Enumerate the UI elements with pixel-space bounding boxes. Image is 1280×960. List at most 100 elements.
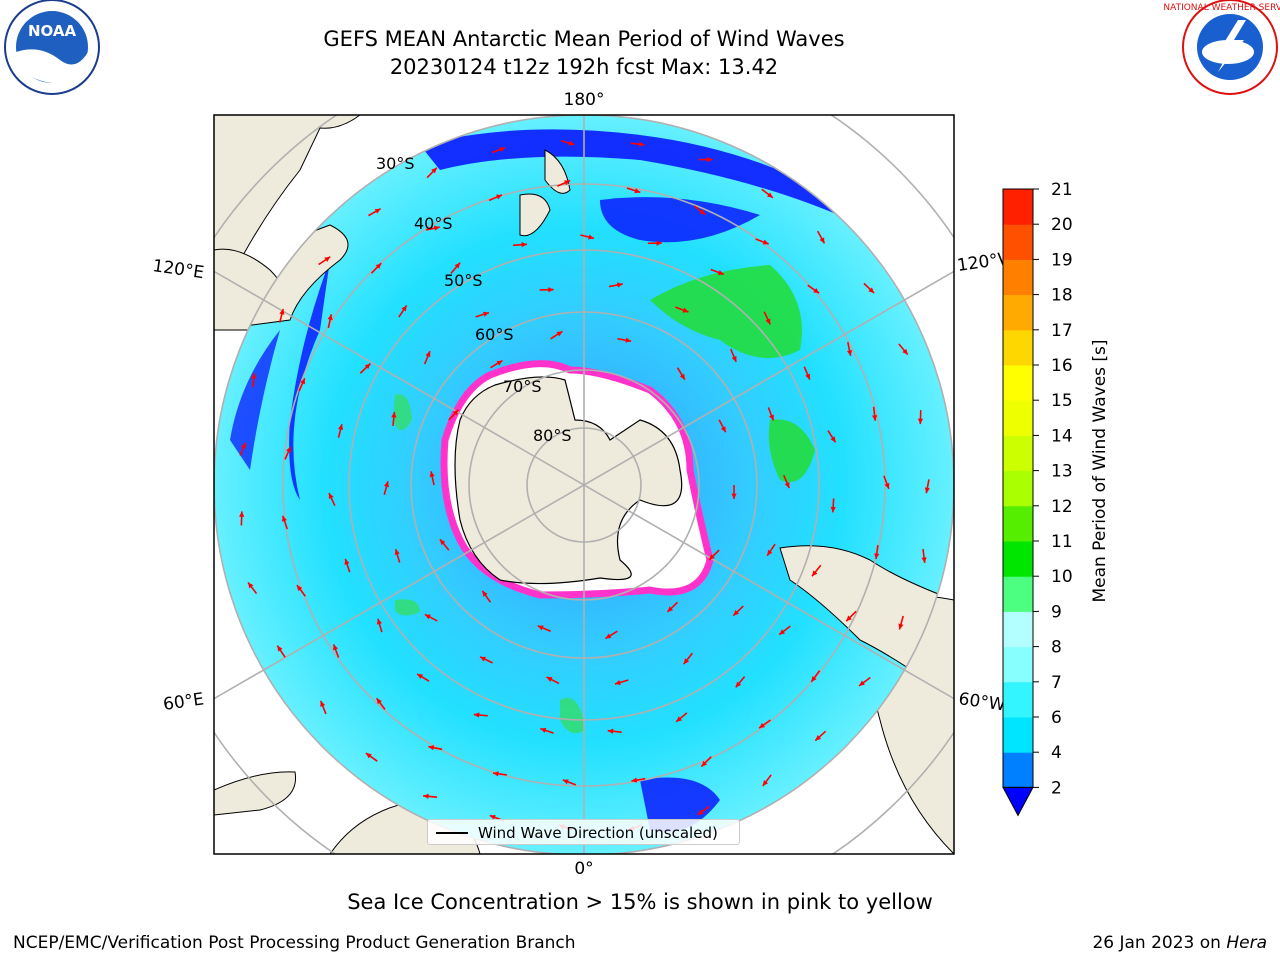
nws-logo-text: NATIONAL WEATHER SERVICE bbox=[1163, 3, 1280, 13]
wave-arrow-head bbox=[884, 482, 890, 489]
wave-arrow-head bbox=[805, 373, 811, 380]
credit-branch: NCEP/EMC/Verification Post Processing Pr… bbox=[13, 933, 576, 953]
wave-arrow-head bbox=[492, 771, 499, 777]
wave-arrow-head bbox=[779, 629, 786, 635]
wave-arrow-head bbox=[656, 240, 662, 246]
colorbar-tick-label: 6 bbox=[1051, 708, 1062, 728]
wave-arrow-head bbox=[625, 337, 632, 343]
wave-arrow-head bbox=[699, 209, 706, 215]
wave-arrow-head bbox=[241, 442, 246, 449]
wave-arrow-head bbox=[902, 348, 908, 355]
wave-arrow-head bbox=[564, 180, 571, 186]
graticule bbox=[214, 115, 954, 854]
colorbar-segment bbox=[1003, 435, 1033, 472]
nws-logo: NATIONAL WEATHER SERVICE bbox=[1163, 0, 1280, 95]
wave-arrow-head bbox=[720, 426, 726, 433]
wave-arrow-head bbox=[521, 242, 527, 248]
wave-arrow-head bbox=[767, 192, 773, 198]
wave-arrow-head bbox=[429, 471, 435, 478]
wave-arrow-head bbox=[812, 570, 818, 577]
lon-label-top: 180° bbox=[564, 90, 605, 110]
map-legend: Wind Wave Direction (unscaled) bbox=[427, 819, 740, 845]
lat-label-60s: 60°S bbox=[475, 325, 514, 344]
wave-arrow-head bbox=[701, 760, 708, 767]
wave-arrow-head bbox=[614, 679, 621, 685]
chart-subtitle: 20230124 t12z 192h fcst Max: 13.42 bbox=[389, 55, 779, 79]
chart-title: GEFS MEAN Antarctic Mean Period of Wind … bbox=[323, 27, 845, 51]
colorbar-tick-label: 19 bbox=[1051, 250, 1073, 270]
wave-arrow-head bbox=[634, 188, 641, 194]
wave-arrow-head bbox=[588, 234, 594, 240]
lon-label-upper-left: 120°E bbox=[151, 256, 205, 283]
wave-arrow-head bbox=[769, 414, 774, 421]
legend-line-swatch bbox=[436, 832, 468, 834]
wave-arrow-head bbox=[679, 373, 685, 380]
wave-arrow-head bbox=[277, 645, 283, 652]
credit-date: 26 Jan 2023 on Hera bbox=[1092, 933, 1267, 953]
wave-arrow-head bbox=[811, 675, 817, 682]
wave-arrow-head bbox=[667, 606, 674, 612]
wave-arrow-head bbox=[365, 753, 372, 759]
wave-arrow-head bbox=[556, 331, 563, 337]
wave-arrow-head bbox=[364, 363, 371, 370]
wave-arrow-head bbox=[279, 308, 285, 315]
wave-arrow-head bbox=[759, 722, 766, 729]
wave-arrow-head bbox=[607, 728, 614, 734]
credit-host: Hera bbox=[1226, 933, 1267, 953]
wave-arrow-head bbox=[735, 681, 742, 688]
wave-arrow-head bbox=[428, 745, 435, 751]
colorbar-segment bbox=[1003, 224, 1033, 260]
wave-arrow-head bbox=[924, 487, 930, 494]
wave-arrow-head bbox=[417, 673, 424, 680]
wave-arrow-head bbox=[631, 777, 638, 783]
wave-arrow-head bbox=[765, 318, 771, 325]
wave-arrow-head bbox=[328, 493, 334, 500]
colorbar-extend bbox=[1002, 786, 1034, 817]
colorbar: 2 4 6 7 8 9 10 11 12 13 14 15 16 17 18 19 20 21 bbox=[1002, 180, 1073, 817]
wave-arrow-head bbox=[482, 590, 488, 597]
wave-arrow-head bbox=[846, 615, 852, 622]
wave-arrow-head bbox=[616, 282, 623, 288]
wave-arrow-head bbox=[562, 779, 569, 785]
wave-arrow-head bbox=[489, 814, 496, 820]
wave-arrow-head bbox=[296, 585, 303, 592]
wave-arrow-head bbox=[324, 256, 331, 262]
wave-arrow-head bbox=[239, 511, 245, 517]
wave-arrow-head bbox=[762, 239, 769, 245]
wave-arrow-head bbox=[376, 698, 382, 705]
wave-arrow-head bbox=[815, 735, 822, 741]
colorbar-tick-label: 11 bbox=[1051, 532, 1073, 552]
wave-arrow-head bbox=[819, 237, 825, 244]
lon-label-bottom: 0° bbox=[574, 859, 593, 879]
colorbar-segment bbox=[1003, 294, 1033, 331]
lat-label-30s: 30°S bbox=[376, 154, 415, 173]
wave-arrow-head bbox=[383, 481, 390, 488]
colorbar-tick-label: 4 bbox=[1051, 743, 1062, 763]
wave-arrow-head bbox=[433, 225, 440, 231]
wave-arrow-head bbox=[333, 644, 338, 651]
colorbar-segment bbox=[1003, 541, 1033, 577]
map-panel bbox=[214, 115, 954, 854]
wave-arrow-head bbox=[548, 287, 554, 293]
lon-label-lower-left: 60°E bbox=[162, 689, 205, 714]
colorbar-segment bbox=[1003, 717, 1033, 753]
wave-arrow-head bbox=[251, 373, 257, 379]
colorbar-segment bbox=[1003, 189, 1033, 225]
colorbar-segment bbox=[1003, 611, 1033, 648]
colorbar-segment bbox=[1003, 576, 1033, 612]
wave-arrow-head bbox=[921, 557, 927, 563]
colorbar-segment bbox=[1003, 505, 1033, 542]
colorbar-tick-label: 13 bbox=[1051, 462, 1073, 482]
noaa-logo: NOAA bbox=[4, 0, 100, 95]
colorbar-segment bbox=[1003, 365, 1033, 401]
wave-arrow-head bbox=[830, 436, 836, 443]
colorbar-tick-label: 10 bbox=[1051, 567, 1073, 587]
wave-arrow-head bbox=[374, 208, 381, 214]
wave-arrow-head bbox=[540, 727, 547, 733]
colorbar-label: Mean Period of Wind Waves [s] bbox=[1090, 339, 1110, 602]
wave-arrow-head bbox=[376, 618, 382, 625]
wave-arrow-head bbox=[391, 411, 397, 418]
wave-arrow-head bbox=[733, 610, 739, 616]
wave-arrow-head bbox=[338, 424, 344, 431]
colorbar-segment bbox=[1003, 681, 1033, 718]
